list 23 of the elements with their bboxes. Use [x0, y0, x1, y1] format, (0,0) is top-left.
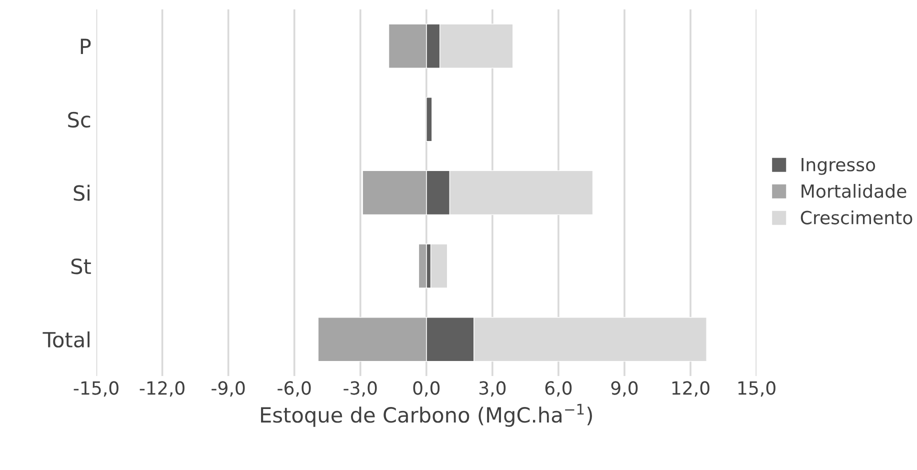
y-tick-label: Total — [42, 331, 90, 348]
y-tick-label: Si — [74, 184, 90, 201]
legend-label: Crescimento — [800, 210, 912, 224]
bar — [430, 244, 448, 288]
x-tick-label: -6,0 — [278, 381, 311, 397]
x-tick-label: 15,0 — [738, 381, 776, 397]
legend-label: Ingresso — [802, 158, 876, 175]
x-tick-label: -9,0 — [212, 381, 245, 397]
legend-label: Mortalidade — [802, 184, 906, 198]
x-tick-label: -12,0 — [140, 381, 184, 397]
x-tick-label: 0,0 — [413, 381, 440, 397]
y-tick-label: P — [80, 38, 91, 54]
bar — [418, 244, 427, 288]
y-tick-label: Sc — [68, 112, 90, 128]
x-tick-label: 12,0 — [672, 381, 710, 397]
x-axis-title: Estoque de Carbono (MgC.ha$^{−1}$) — [261, 404, 592, 427]
y-tick-label: St — [71, 258, 91, 274]
x-tick-label: 9,0 — [611, 381, 638, 397]
x-tick-label: 3,0 — [479, 381, 506, 397]
x-tick-label: 6,0 — [545, 381, 572, 397]
x-tick-label: -15,0 — [74, 381, 118, 397]
x-tick-label: -3,0 — [344, 381, 377, 397]
bar — [426, 97, 432, 142]
